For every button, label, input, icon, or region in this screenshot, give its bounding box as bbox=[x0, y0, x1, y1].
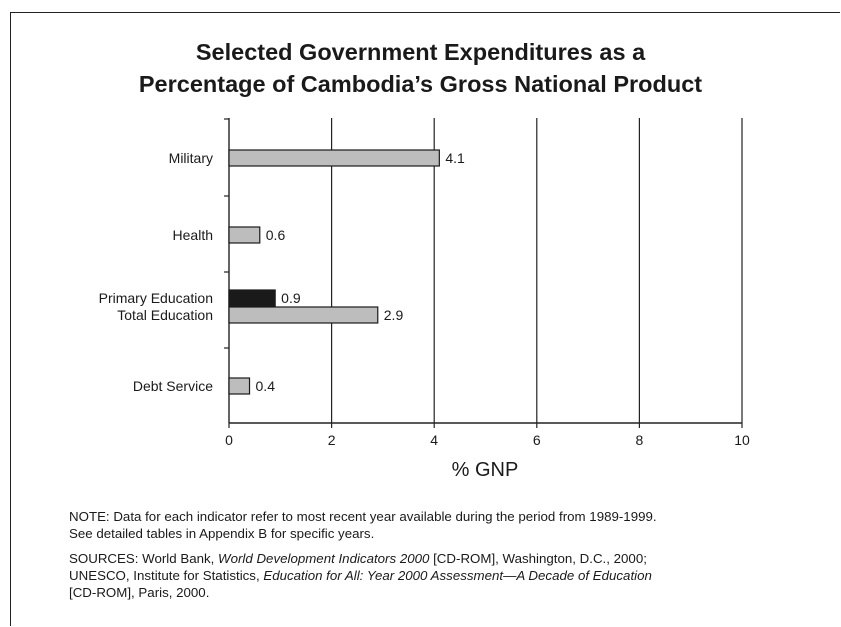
chart-title-line-1: Selected Government Expenditures as a bbox=[195, 39, 646, 65]
note-line-1: NOTE: Data for each indicator refer to m… bbox=[69, 509, 657, 524]
bar-value-label-2: 0.9 bbox=[281, 290, 301, 306]
sources-text: SOURCES: World Bank, World Development I… bbox=[69, 550, 809, 601]
sources-part-a: SOURCES: World Bank, bbox=[69, 551, 219, 566]
notes-block: NOTE: Data for each indicator refer to m… bbox=[69, 508, 809, 609]
x-tick-label-0: 0 bbox=[225, 432, 233, 448]
x-axis-label: % GNP bbox=[452, 459, 519, 481]
bar-4 bbox=[228, 377, 251, 395]
note-text: NOTE: Data for each indicator refer to m… bbox=[69, 508, 809, 542]
x-tick-label-1: 2 bbox=[328, 432, 336, 448]
sources-title-efa: Education for All: Year 2000 Assessment—… bbox=[263, 568, 652, 583]
bar-value-label-3: 2.9 bbox=[384, 307, 404, 323]
bar-chart: 0 2 4 6 8 10 % GNP 4.1 Military 0.6 Health 0.9 Prima… bbox=[99, 118, 750, 481]
figure-frame bbox=[10, 12, 840, 626]
chart-title-line-2: Percentage of Cambodia’s Gross National … bbox=[138, 71, 703, 97]
bar-value-label-0: 4.1 bbox=[445, 150, 465, 166]
note-line-2: See detailed tables in Appendix B for sp… bbox=[69, 526, 375, 541]
chart-title: Selected Government Expenditures as a Pe… bbox=[0, 36, 841, 100]
bar-value-label-1: 0.6 bbox=[266, 227, 286, 243]
category-label-2: Primary Education bbox=[99, 290, 213, 306]
x-tick-label-2: 4 bbox=[430, 432, 438, 448]
sources-title-wdi: World Development Indicators 2000 bbox=[218, 551, 430, 566]
bar-3 bbox=[228, 306, 379, 324]
category-label-1: Health bbox=[173, 227, 213, 243]
category-label-0: Military bbox=[169, 150, 213, 166]
x-tick-label-5: 10 bbox=[734, 432, 750, 448]
bar-value-label-4: 0.4 bbox=[256, 378, 276, 394]
sources-part-f: [CD-ROM], Paris, 2000. bbox=[69, 585, 210, 600]
bar-0 bbox=[228, 149, 440, 167]
x-tick-label-3: 6 bbox=[533, 432, 541, 448]
sources-part-c: [CD-ROM], Washington, D.C., 2000; bbox=[429, 551, 647, 566]
bar-2 bbox=[228, 289, 276, 307]
category-label-3: Total Education bbox=[117, 307, 213, 323]
sources-part-d: UNESCO, Institute for Statistics, bbox=[69, 568, 264, 583]
bar-1 bbox=[228, 226, 261, 244]
category-label-4: Debt Service bbox=[133, 378, 213, 394]
x-tick-label-4: 8 bbox=[636, 432, 644, 448]
